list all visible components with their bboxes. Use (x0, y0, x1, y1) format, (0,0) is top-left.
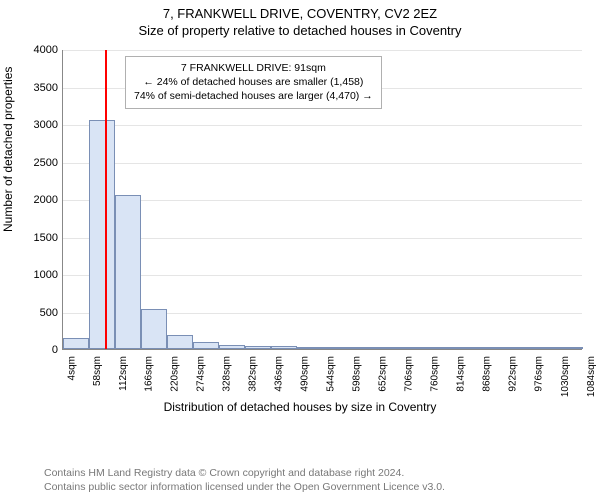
histogram-bar (115, 195, 141, 349)
annotation-line: 7 FRANKWELL DRIVE: 91sqm (134, 61, 373, 75)
x-tick-label: 976sqm (534, 356, 545, 392)
x-tick-label: 652sqm (378, 356, 389, 392)
footer-line-1: Contains HM Land Registry data © Crown c… (44, 466, 584, 480)
y-tick-label: 3000 (0, 119, 58, 131)
x-tick-label: 112sqm (118, 356, 129, 391)
histogram-bar (453, 347, 479, 349)
x-tick-label: 922sqm (508, 356, 519, 392)
x-tick-label: 220sqm (170, 356, 181, 392)
histogram-bar (167, 335, 193, 349)
gridline (63, 163, 582, 164)
histogram-bar (271, 346, 297, 349)
x-axis-label: Distribution of detached houses by size … (0, 400, 600, 414)
histogram-bar (63, 338, 89, 349)
y-tick-label: 0 (0, 344, 58, 356)
x-tick-label: 706sqm (404, 356, 415, 392)
x-tick-label: 274sqm (196, 356, 207, 392)
histogram-bar (193, 342, 219, 350)
marker-line (105, 50, 107, 349)
x-tick-label: 58sqm (92, 356, 103, 386)
x-tick-label: 328sqm (222, 356, 233, 392)
x-tick-label: 490sqm (300, 356, 311, 392)
y-tick-label: 4000 (0, 44, 58, 56)
annotation-line: ← 24% of detached houses are smaller (1,… (134, 75, 373, 89)
y-tick-label: 1000 (0, 269, 58, 281)
y-tick-label: 1500 (0, 232, 58, 244)
histogram-bar (349, 347, 375, 349)
footer-line-2: Contains public sector information licen… (44, 480, 584, 494)
histogram-bar (323, 347, 349, 349)
histogram-bar (219, 345, 245, 350)
x-tick-label: 1084sqm (586, 356, 597, 397)
x-tick-label: 814sqm (456, 356, 467, 392)
y-tick-label: 2500 (0, 157, 58, 169)
histogram-bar (297, 347, 323, 349)
histogram-bar (245, 346, 271, 349)
histogram-bar (141, 309, 167, 349)
x-tick-label: 4sqm (66, 356, 77, 380)
histogram-bar (557, 347, 583, 349)
histogram-bar (89, 120, 115, 349)
annotation-box: 7 FRANKWELL DRIVE: 91sqm← 24% of detache… (125, 56, 382, 109)
x-tick-label: 598sqm (352, 356, 363, 392)
x-tick-label: 166sqm (144, 356, 155, 392)
histogram-bar (531, 347, 557, 349)
x-tick-label: 436sqm (274, 356, 285, 392)
x-tick-label: 382sqm (248, 356, 259, 392)
annotation-line: 74% of semi-detached houses are larger (… (134, 89, 373, 103)
page-title: 7, FRANKWELL DRIVE, COVENTRY, CV2 2EZ (0, 0, 600, 21)
histogram-bar (505, 347, 531, 349)
x-tick-label: 544sqm (326, 356, 337, 392)
x-tick-label: 1030sqm (560, 356, 571, 397)
histogram-bar (375, 347, 401, 349)
histogram-bar (427, 347, 453, 349)
page-subtitle: Size of property relative to detached ho… (0, 21, 600, 42)
footer: Contains HM Land Registry data © Crown c… (44, 466, 584, 494)
y-tick-label: 3500 (0, 82, 58, 94)
histogram-bar (401, 347, 427, 349)
gridline (63, 125, 582, 126)
x-tick-label: 760sqm (430, 356, 441, 392)
x-tick-label: 868sqm (482, 356, 493, 392)
y-tick-label: 500 (0, 307, 58, 319)
y-tick-label: 2000 (0, 194, 58, 206)
gridline (63, 50, 582, 51)
histogram-bar (479, 347, 505, 349)
